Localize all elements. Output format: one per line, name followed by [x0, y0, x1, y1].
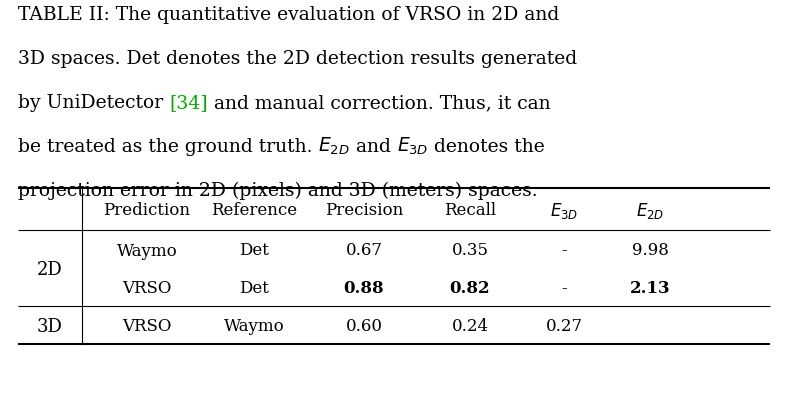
Text: $E_{3D}$: $E_{3D}$ — [550, 201, 578, 221]
Text: 0.60: 0.60 — [345, 319, 382, 335]
Text: 0.67: 0.67 — [345, 242, 382, 259]
Text: denotes the: denotes the — [428, 138, 545, 156]
Text: 9.98: 9.98 — [631, 242, 668, 259]
Text: be treated as the ground truth.: be treated as the ground truth. — [18, 138, 318, 156]
Text: 0.82: 0.82 — [450, 280, 490, 297]
Text: $E_{2D}$: $E_{2D}$ — [636, 201, 664, 221]
Text: Recall: Recall — [444, 202, 496, 220]
Text: Waymo: Waymo — [224, 319, 284, 335]
Text: -: - — [561, 280, 567, 297]
Text: Reference: Reference — [211, 202, 297, 220]
Text: and manual correction. Thus, it can: and manual correction. Thus, it can — [208, 94, 550, 112]
Text: Waymo: Waymo — [117, 242, 177, 259]
Text: Prediction: Prediction — [103, 202, 191, 220]
Text: TABLE II: The quantitative evaluation of VRSO in 2D and: TABLE II: The quantitative evaluation of… — [18, 6, 559, 24]
Text: 0.88: 0.88 — [344, 280, 385, 297]
Text: and: and — [350, 138, 397, 156]
Text: $E_{3D}$: $E_{3D}$ — [397, 136, 428, 157]
Text: 0.24: 0.24 — [452, 319, 489, 335]
Text: 2.13: 2.13 — [630, 280, 671, 297]
Text: [34]: [34] — [169, 94, 208, 112]
Text: 3D: 3D — [37, 318, 63, 336]
Text: VRSO: VRSO — [122, 319, 172, 335]
Text: -: - — [561, 242, 567, 259]
Text: 3D spaces. Det denotes the 2D detection results generated: 3D spaces. Det denotes the 2D detection … — [18, 50, 577, 68]
Text: Det: Det — [239, 242, 269, 259]
Text: Precision: Precision — [325, 202, 403, 220]
Text: VRSO: VRSO — [122, 280, 172, 297]
Text: 0.27: 0.27 — [545, 319, 582, 335]
Text: by UniDetector: by UniDetector — [18, 94, 169, 112]
Text: 2D: 2D — [37, 261, 63, 279]
Text: Det: Det — [239, 280, 269, 297]
Text: projection error in 2D (pixels) and 3D (meters) spaces.: projection error in 2D (pixels) and 3D (… — [18, 182, 537, 200]
Text: 0.35: 0.35 — [452, 242, 489, 259]
Text: $E_{2D}$: $E_{2D}$ — [318, 136, 350, 157]
